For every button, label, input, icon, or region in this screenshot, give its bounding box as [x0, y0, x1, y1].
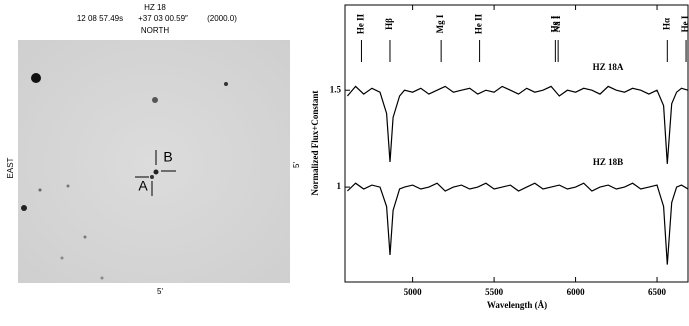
star: [66, 184, 70, 188]
target-star: [150, 175, 154, 179]
target-star: [153, 169, 159, 175]
line-label: He I: [680, 15, 689, 32]
series-label: HZ 18A: [593, 62, 624, 72]
line-label: He II: [474, 13, 484, 34]
line-label: Hα: [661, 18, 671, 30]
line-label: Mg I: [435, 14, 445, 33]
line-label: He I: [549, 15, 559, 32]
x-tick-label: 5500: [485, 287, 504, 297]
label-a: A: [138, 178, 148, 194]
epoch: (2000.0): [207, 14, 237, 23]
north-label: NORTH: [141, 26, 170, 35]
star: [152, 97, 158, 103]
east-label: EAST: [6, 157, 15, 178]
star: [83, 235, 87, 239]
line-label: He II: [356, 13, 366, 34]
scale-side: 5': [292, 162, 301, 168]
y-tick-label: 1.5: [330, 84, 342, 94]
ra: 12 08 57.49s: [77, 14, 123, 23]
finding-title: HZ 18: [144, 3, 166, 12]
line-label: Na I: [552, 15, 562, 32]
crosshair: [135, 150, 176, 196]
star: [38, 188, 42, 192]
label-b: B: [163, 149, 172, 165]
x-tick-label: 5000: [404, 287, 423, 297]
series-label: HZ 18B: [593, 157, 623, 167]
star: [60, 256, 64, 260]
spectrum: [346, 85, 689, 164]
plot-frame: [344, 4, 689, 283]
star: [31, 73, 41, 83]
y-axis-label: Normalized Flux+Constant: [310, 91, 320, 196]
x-tick-label: 6000: [567, 287, 586, 297]
star: [21, 205, 27, 211]
x-tick-label: 6500: [648, 287, 667, 297]
sky-background: [18, 40, 290, 283]
x-axis-label: Wavelength (Å): [487, 300, 547, 310]
dec: +37 03 00.59″: [138, 14, 188, 23]
spectrum: [346, 182, 689, 265]
star: [100, 276, 104, 280]
star: [224, 82, 228, 86]
scale-bottom: 5': [157, 287, 163, 296]
line-label: Hβ: [384, 18, 394, 30]
y-tick-label: 1: [337, 181, 342, 191]
sky-image: B A: [18, 40, 290, 283]
